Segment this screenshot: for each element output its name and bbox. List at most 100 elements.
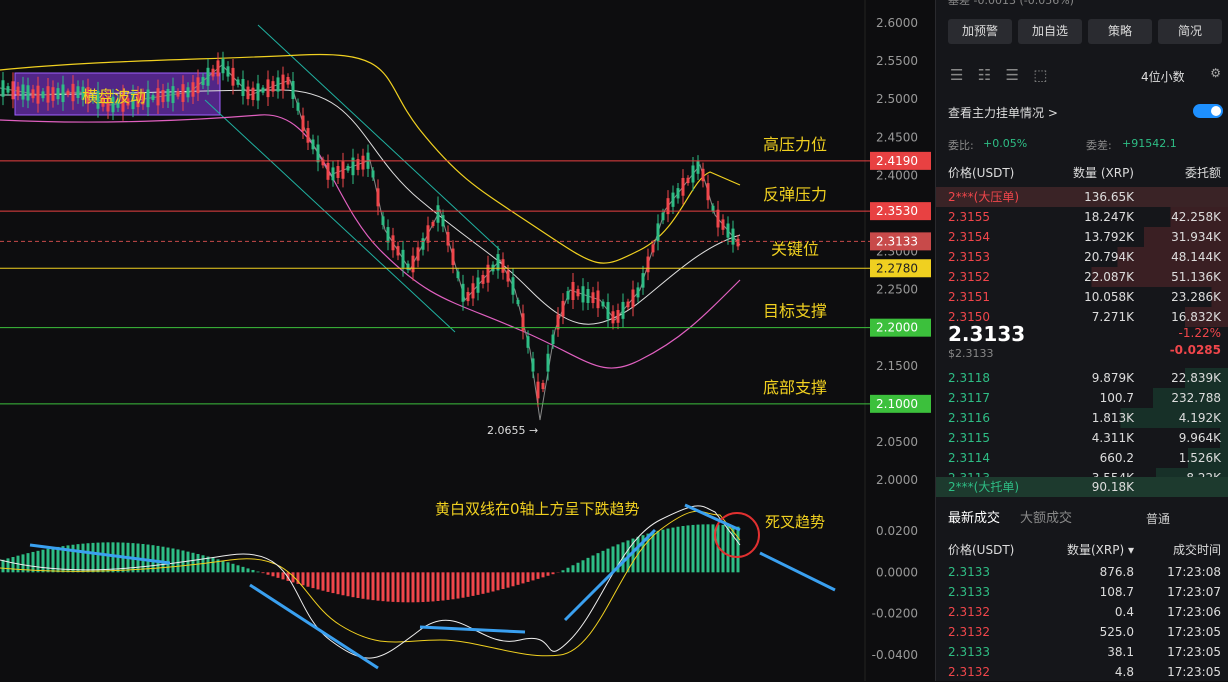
price-tick: 2.2500 [876,283,918,297]
tab[interactable]: 最新成交 [948,507,1000,526]
candle-body [72,84,75,101]
candle-body [602,302,605,307]
hist-bar [492,572,495,591]
price-tick: 2.5000 [876,92,918,106]
toggle[interactable] [1193,104,1223,118]
hist-bar [667,529,670,573]
candle-body [617,310,620,323]
candle-body [172,86,175,103]
settings-icon[interactable]: ⚙ [1210,66,1221,80]
candle-body [7,86,10,93]
view-icons[interactable]: ☰ ☷ ☰ ⬚ [950,66,1047,84]
cell: 2.3114 [948,448,990,468]
candle-body [292,81,295,99]
cell: 51.136K [1171,267,1221,287]
normal-filter[interactable]: 普通 [1146,510,1170,527]
cell: 90.18K [1092,477,1134,497]
candle-body [272,81,275,91]
hist-bar [447,572,450,600]
hist-bar [727,525,730,572]
candle-body [682,178,685,196]
cell: 2.3116 [948,408,990,428]
hist-bar [382,572,385,601]
candle-body [62,84,65,102]
hist-bar [227,562,230,572]
macd-tick: -0.0400 [872,648,918,662]
hist-bar [207,557,210,573]
candle-body [647,257,650,273]
main-orders[interactable]: 查看主力挂单情况 > [948,104,1058,121]
hist-bar [187,552,190,573]
candle-body [572,282,575,300]
hist-bar [302,572,305,585]
ratio-label: 委比: [948,137,974,153]
hist-bar [212,558,215,572]
hist-bar [407,572,410,602]
candle-body [302,115,305,131]
candle-body [692,165,695,182]
level-label: 关键位 [771,239,819,258]
cell: 2.3133 [948,582,990,602]
hist-bar [542,572,545,577]
hist-bar [192,553,195,573]
candle-body [387,227,390,242]
price-path [0,65,740,420]
hist-bar [252,570,255,572]
hist-bar [682,526,685,572]
hist-bar [317,572,320,589]
candle-body [42,91,45,98]
hist-bar [722,525,725,572]
cell: 136.65K [1084,187,1134,207]
hist-bar [327,572,330,592]
candle-body [707,183,710,200]
button[interactable]: 加预警 [948,19,1012,44]
bollinger-lower [0,115,740,368]
bollinger-mid [0,90,740,324]
cell: 17:23:06 [1167,602,1221,622]
cell: 4.192K [1179,408,1221,428]
candle-body [67,91,70,95]
candle-body [482,275,485,284]
cell: 20.794K [1084,247,1134,267]
hist-bar [537,572,540,579]
candle-body [317,144,320,162]
cell: 13.792K [1084,227,1134,247]
candle-body [477,278,480,293]
tab[interactable]: 大额成交 [1020,507,1072,526]
hist-bar [482,572,485,593]
candle-body [562,301,565,317]
button[interactable]: 加自选 [1018,19,1082,44]
hist-bar [522,572,525,583]
button[interactable]: 简况 [1158,19,1222,44]
candle-body [712,206,715,211]
hist-bar [502,572,505,589]
candle-body [567,291,570,299]
button[interactable]: 策略 [1088,19,1152,44]
hist-bar [432,572,435,601]
candle-body [382,216,385,225]
hist-bar [167,548,170,573]
cell: 10.058K [1084,287,1134,307]
hist-bar [657,531,660,572]
cell: 2.3155 [948,207,990,227]
candle-body [517,300,520,304]
hist-bar [357,572,360,598]
hist-bar [517,572,520,585]
cell: 数量(XRP) ▾ [1067,540,1134,560]
hist-bar [597,553,600,572]
candle-body [147,90,150,108]
candle-body [402,250,405,268]
decimals[interactable]: 4位小数 [1141,68,1185,85]
candle-body [417,247,420,260]
candle-body [282,75,285,91]
candle-body [52,87,55,101]
hist-bar [197,554,200,572]
cell: 2.3117 [948,388,990,408]
price-tick: 2.1500 [876,359,918,373]
hist-bar [737,527,740,573]
cell: 9.879K [1092,368,1134,388]
hist-bar [307,572,310,586]
hist-bar [702,524,705,572]
